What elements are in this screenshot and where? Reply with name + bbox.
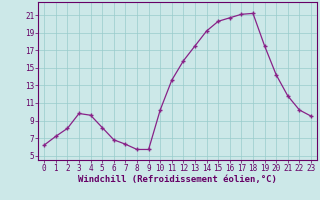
- X-axis label: Windchill (Refroidissement éolien,°C): Windchill (Refroidissement éolien,°C): [78, 175, 277, 184]
